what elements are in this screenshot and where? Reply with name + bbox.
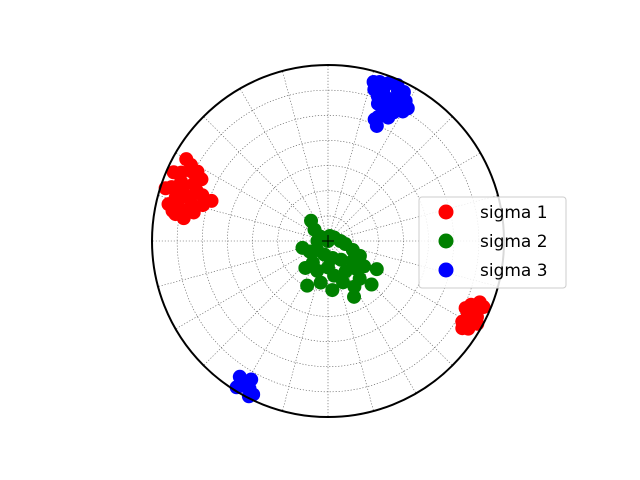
grid-spoke — [327, 240, 374, 412]
data-point — [364, 277, 379, 292]
grid-spoke — [175, 152, 329, 242]
series-3 — [229, 74, 415, 404]
data-point — [295, 240, 310, 255]
data-point — [327, 268, 342, 283]
legend-label: sigma 3 — [480, 261, 548, 281]
data-point — [229, 380, 244, 395]
legend-label: sigma 2 — [480, 232, 548, 252]
series-2 — [295, 213, 384, 304]
data-point — [313, 275, 328, 290]
data-point — [381, 110, 396, 125]
data-point — [472, 295, 487, 310]
grid-spoke — [239, 240, 329, 394]
legend-frame — [418, 196, 567, 289]
grid-spoke — [327, 195, 499, 242]
grid-spoke — [327, 240, 453, 366]
grid-spoke — [282, 240, 329, 412]
legend-label: sigma 1 — [480, 203, 548, 223]
data-point — [317, 247, 332, 262]
grid-spoke — [327, 88, 417, 242]
grid-spoke — [175, 240, 329, 330]
grid-spoke — [327, 240, 417, 394]
data-point — [204, 193, 219, 208]
grid-spoke — [327, 240, 499, 287]
data-point — [304, 213, 319, 228]
data-point — [244, 372, 259, 387]
data-point — [338, 264, 353, 279]
grid-spoke — [327, 152, 481, 242]
center-cross — [322, 235, 334, 247]
grid-spoke — [282, 70, 329, 242]
legend: sigma 1 sigma 2 sigma 3 — [418, 196, 567, 289]
grid-spoke — [157, 195, 329, 242]
data-point — [310, 263, 325, 278]
grid-spoke — [203, 116, 329, 242]
data-point — [396, 85, 411, 100]
data-point — [298, 260, 313, 275]
grid-spoke — [239, 88, 329, 242]
data-point — [313, 229, 328, 244]
data-point — [300, 278, 315, 293]
data-point — [168, 207, 183, 222]
data-point — [366, 74, 381, 89]
data-point — [369, 262, 384, 277]
data-point — [347, 289, 362, 304]
grid-spoke — [327, 70, 374, 242]
data-point — [194, 172, 209, 187]
data-point — [367, 112, 382, 127]
legend-marker — [438, 233, 454, 249]
legend-marker — [438, 204, 454, 220]
data-point — [400, 101, 415, 116]
data-point — [352, 248, 367, 263]
series-1 — [158, 152, 491, 336]
grid-spoke — [327, 116, 453, 242]
data-point — [327, 230, 342, 245]
data-point — [325, 283, 340, 298]
grid-spoke — [327, 240, 481, 330]
data-point — [455, 321, 470, 336]
legend-marker — [438, 262, 454, 278]
data-point — [370, 96, 385, 111]
grid-spoke — [203, 240, 329, 366]
grid-spoke — [157, 240, 329, 287]
data-points — [158, 74, 491, 404]
data-point — [179, 152, 194, 167]
data-point — [166, 165, 181, 180]
